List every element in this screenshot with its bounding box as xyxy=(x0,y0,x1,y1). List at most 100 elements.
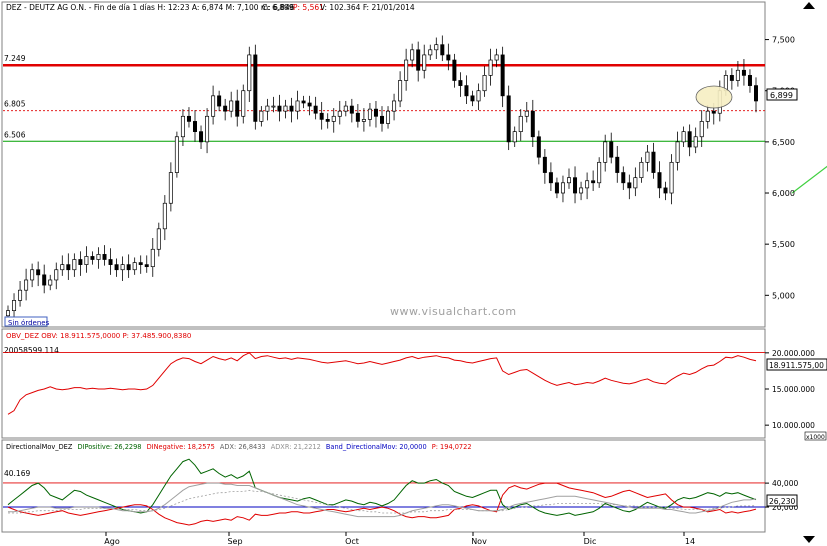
candle xyxy=(277,94,282,122)
candle-body xyxy=(60,264,65,271)
candle xyxy=(241,84,246,124)
candle xyxy=(392,93,397,121)
orders-button-label: Sin órdenes xyxy=(8,319,50,327)
candle-body xyxy=(386,110,391,124)
candle xyxy=(542,149,547,184)
candle-body xyxy=(265,105,270,112)
candle xyxy=(84,246,89,273)
candle xyxy=(205,108,210,154)
price-tick-label: 5,000 xyxy=(772,291,795,300)
candle-body xyxy=(651,151,656,173)
candle xyxy=(651,142,656,179)
candle-body xyxy=(512,131,517,143)
candle-body xyxy=(289,105,294,112)
candle xyxy=(373,100,378,128)
ticker-line: DEZ - DEUTZ AG O.N. - Fin de día 1 días … xyxy=(6,3,295,12)
candle-body xyxy=(126,264,131,271)
candle xyxy=(337,100,342,125)
candle-body xyxy=(482,75,487,92)
candle xyxy=(554,177,559,199)
candle-body xyxy=(253,54,258,122)
candle xyxy=(343,100,348,117)
candle xyxy=(591,170,596,191)
candle-body xyxy=(66,264,71,271)
level-label: 6.805 xyxy=(4,100,26,109)
candle xyxy=(54,262,59,290)
candle xyxy=(627,174,632,200)
candle xyxy=(211,85,216,125)
candle xyxy=(440,35,445,62)
candle xyxy=(422,44,427,79)
candle-body xyxy=(30,269,35,281)
x-tick-label: Sep xyxy=(227,537,242,546)
candle-body xyxy=(247,54,252,92)
candle-body xyxy=(283,105,288,112)
candle xyxy=(398,71,403,108)
obv-ref-label: 20058599.114 xyxy=(4,346,59,355)
candle-body xyxy=(705,110,710,122)
candle xyxy=(428,44,433,61)
candle xyxy=(639,157,644,183)
dmi-ref-label: 40.169 xyxy=(4,469,30,478)
candle-body xyxy=(331,115,336,122)
candle xyxy=(150,238,155,277)
candle xyxy=(361,108,366,132)
candle xyxy=(144,255,149,273)
candle-body xyxy=(735,69,740,81)
candle-body xyxy=(156,228,161,250)
candle xyxy=(681,126,686,147)
candle-body xyxy=(90,256,95,260)
candle-body xyxy=(180,115,185,138)
volume-label: V: 102.364 F: 21/01/2014 xyxy=(320,3,415,12)
candle-body xyxy=(108,259,113,265)
change-label: P: 5,561 xyxy=(293,3,324,12)
candle xyxy=(609,132,614,164)
candle xyxy=(464,75,469,105)
candle xyxy=(102,245,107,266)
candle xyxy=(675,131,680,171)
candle xyxy=(36,261,41,287)
candle-body xyxy=(168,172,173,204)
dmi-tick-label: 40,000 xyxy=(772,479,798,488)
candle xyxy=(488,48,493,86)
candle-body xyxy=(711,110,716,114)
scale-badge-text: x1000 xyxy=(806,434,825,441)
scroll-up-button[interactable] xyxy=(803,2,815,9)
candle xyxy=(193,110,197,142)
candle-body xyxy=(446,54,451,61)
candle xyxy=(331,108,336,133)
candle xyxy=(283,99,288,119)
candle xyxy=(12,293,17,320)
candle-body xyxy=(162,202,167,230)
candle-body xyxy=(36,269,41,276)
candle-body xyxy=(458,80,463,86)
candle-body xyxy=(615,156,620,173)
candle xyxy=(126,254,131,278)
candle xyxy=(645,144,650,172)
candle xyxy=(530,99,535,147)
obv-axis: 20.000.000 15.000.000 10.000.000 xyxy=(765,349,815,430)
dmi-title: DirectionalMov_DEZ DIPositive: 26,2298 D… xyxy=(6,443,472,451)
candle xyxy=(247,46,252,102)
scroll-down-button[interactable] xyxy=(803,536,815,543)
orders-button[interactable]: Sin órdenes xyxy=(4,316,50,327)
candle xyxy=(579,181,584,201)
close-badge: 6,899 xyxy=(766,88,798,101)
candle-body xyxy=(229,100,234,112)
candle-body xyxy=(78,259,83,265)
candle-body xyxy=(494,54,499,61)
candle xyxy=(687,124,692,157)
candle xyxy=(265,98,270,121)
candle-body xyxy=(488,59,493,76)
candle xyxy=(524,101,529,123)
obv-tick-label: 20.000.000 xyxy=(772,349,815,358)
candle xyxy=(729,68,734,90)
candle-body xyxy=(476,90,481,102)
candle-body xyxy=(464,85,469,97)
candle-body xyxy=(193,121,197,132)
level-label: 6.506 xyxy=(4,130,26,139)
candle-body xyxy=(440,44,445,56)
candle-body xyxy=(295,100,300,112)
x-axis: Ago Sep Oct Nov Dic 14 xyxy=(104,532,695,546)
candle-body xyxy=(186,115,191,122)
